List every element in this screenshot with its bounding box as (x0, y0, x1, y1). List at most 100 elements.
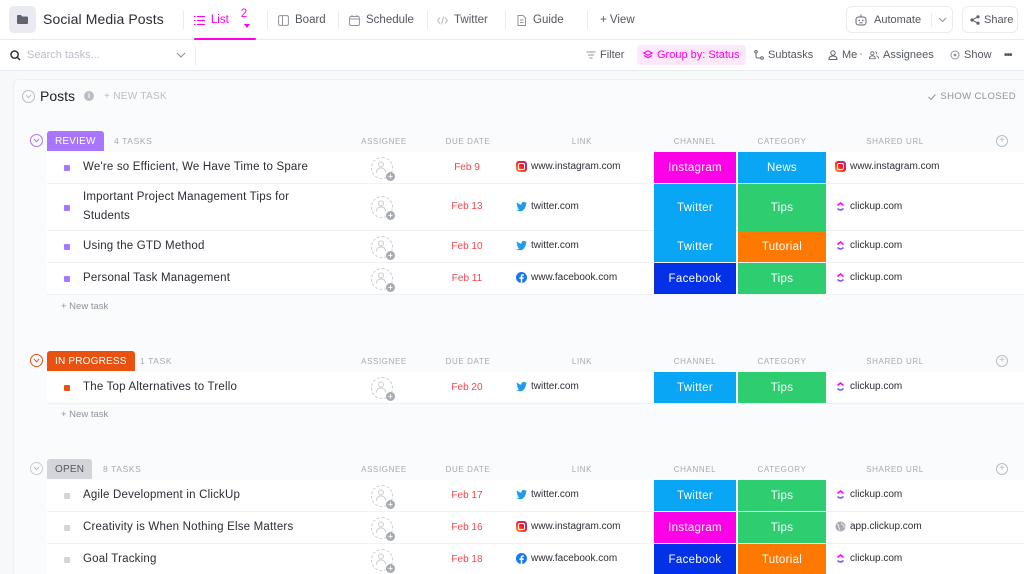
shared-url-cell[interactable]: clickup.com (835, 201, 902, 212)
status-square[interactable] (64, 493, 70, 499)
add-column-button[interactable]: + (996, 135, 1008, 147)
link-cell[interactable]: twitter.com (516, 240, 579, 251)
table-row[interactable]: Agile Development in ClickUp + Feb 17 tw… (47, 480, 1024, 512)
table-row[interactable]: Goal Tracking + Feb 18 www.facebook.com … (47, 544, 1024, 574)
column-header-assignee[interactable]: ASSIGNEE (361, 137, 407, 146)
new-task-button[interactable]: + New task (61, 301, 109, 312)
new-task-button[interactable]: + New task (61, 409, 109, 420)
status-badge[interactable]: IN PROGRESS (47, 351, 135, 371)
add-column-button[interactable]: + (996, 355, 1008, 367)
column-header-shared-url[interactable]: SHARED URL (866, 465, 924, 474)
status-square[interactable] (64, 276, 70, 282)
due-date[interactable]: Feb 13 (451, 201, 483, 212)
channel-cell[interactable]: Facebook (654, 544, 736, 574)
status-square[interactable] (64, 385, 70, 391)
assignee-picker[interactable]: + (371, 268, 395, 292)
column-header-channel[interactable]: CHANNEL (673, 137, 717, 146)
collapse-group-toggle[interactable] (30, 354, 43, 367)
assignee-picker[interactable]: + (371, 157, 395, 181)
category-cell[interactable]: Tutorial (738, 231, 826, 262)
status-square[interactable] (64, 557, 70, 563)
task-name[interactable]: Using the GTD Method (83, 240, 205, 252)
column-header-category[interactable]: CATEGORY (757, 465, 807, 474)
link-cell[interactable]: www.facebook.com (516, 553, 617, 564)
due-date[interactable]: Feb 9 (454, 162, 480, 173)
due-date[interactable]: Feb 20 (451, 382, 483, 393)
column-header-link[interactable]: LINK (571, 357, 593, 366)
link-cell[interactable]: twitter.com (516, 381, 579, 392)
shared-url-cell[interactable]: app.clickup.com (835, 521, 922, 532)
assignee-picker[interactable]: + (371, 236, 395, 260)
assignees-button[interactable]: Assignees (865, 45, 938, 65)
status-square[interactable] (64, 244, 70, 250)
link-cell[interactable]: www.instagram.com (516, 161, 620, 172)
category-cell[interactable]: News (738, 152, 826, 183)
automate-button[interactable]: Automate (846, 6, 953, 33)
due-date[interactable]: Feb 17 (451, 490, 483, 501)
link-cell[interactable]: twitter.com (516, 201, 579, 212)
tab-schedule[interactable]: Schedule (349, 0, 414, 40)
channel-cell[interactable]: Instagram (654, 152, 736, 183)
search-input[interactable] (27, 49, 167, 61)
column-header-link[interactable]: LINK (571, 465, 593, 474)
category-cell[interactable]: Tips (738, 372, 826, 403)
status-square[interactable] (64, 525, 70, 531)
link-cell[interactable]: www.facebook.com (516, 272, 617, 283)
subtasks-button[interactable]: Subtasks (750, 45, 817, 65)
tab-board[interactable]: Board (278, 0, 326, 40)
category-cell[interactable]: Tips (738, 263, 826, 294)
table-row[interactable]: We're so Efficient, We Have Time to Spar… (47, 152, 1024, 184)
me-filter-button[interactable]: Me (824, 45, 861, 65)
task-name[interactable]: Important Project Management Tips for St… (83, 191, 290, 222)
column-header-assignee[interactable]: ASSIGNEE (361, 465, 407, 474)
status-square[interactable] (64, 165, 70, 171)
info-icon[interactable]: i (84, 91, 95, 101)
collapse-list-toggle[interactable] (22, 89, 35, 103)
channel-cell[interactable]: Twitter (654, 184, 736, 231)
shared-url-cell[interactable]: www.instagram.com (835, 161, 939, 172)
task-name[interactable]: The Top Alternatives to Trello (83, 381, 238, 393)
channel-cell[interactable]: Twitter (654, 372, 736, 403)
table-row[interactable]: Important Project Management Tips for St… (47, 184, 1024, 231)
due-date[interactable]: Feb 18 (451, 554, 483, 565)
new-task-button[interactable]: + NEW TASK (104, 90, 167, 102)
due-date[interactable]: Feb 11 (451, 273, 483, 284)
column-header-link[interactable]: LINK (571, 137, 593, 146)
chevron-down-icon[interactable] (938, 17, 947, 23)
table-row[interactable]: Creativity is When Nothing Else Matters … (47, 512, 1024, 544)
group-by-button[interactable]: Group by: Status (637, 45, 746, 65)
column-header-due-date[interactable]: DUE DATE (445, 137, 491, 146)
table-row[interactable]: Personal Task Management + Feb 11 www.fa… (47, 263, 1024, 295)
channel-cell[interactable]: Facebook (654, 263, 736, 294)
status-badge[interactable]: OPEN (47, 459, 93, 479)
status-badge[interactable]: REVIEW (47, 131, 104, 151)
add-column-button[interactable]: + (996, 463, 1008, 475)
shared-url-cell[interactable]: clickup.com (835, 272, 902, 283)
show-button[interactable]: Show (946, 45, 996, 65)
due-date[interactable]: Feb 10 (451, 241, 483, 252)
shared-url-cell[interactable]: clickup.com (835, 240, 902, 251)
column-header-due-date[interactable]: DUE DATE (445, 465, 491, 474)
channel-cell[interactable]: Instagram (654, 512, 736, 543)
category-cell[interactable]: Tips (738, 512, 826, 543)
search-box[interactable] (10, 40, 190, 70)
tab-twitter[interactable]: Twitter (437, 0, 488, 40)
column-header-channel[interactable]: CHANNEL (673, 465, 717, 474)
link-cell[interactable]: twitter.com (516, 489, 579, 500)
column-header-assignee[interactable]: ASSIGNEE (361, 357, 407, 366)
table-row[interactable]: The Top Alternatives to Trello + Feb 20 … (47, 372, 1024, 404)
assignee-picker[interactable]: + (371, 485, 395, 509)
column-header-shared-url[interactable]: SHARED URL (866, 137, 924, 146)
channel-cell[interactable]: Twitter (654, 480, 736, 511)
collapse-group-toggle[interactable] (30, 134, 43, 147)
more-options-button[interactable]: ••• (1000, 45, 1016, 65)
show-closed-button[interactable]: SHOW CLOSED (928, 91, 1016, 102)
link-cell[interactable]: www.instagram.com (516, 521, 620, 532)
tab-list[interactable]: List 2 (194, 0, 256, 40)
task-name[interactable]: We're so Efficient, We Have Time to Spar… (83, 161, 309, 173)
collapse-group-toggle[interactable] (30, 462, 43, 475)
shared-url-cell[interactable]: clickup.com (835, 489, 902, 500)
column-header-shared-url[interactable]: SHARED URL (866, 357, 924, 366)
status-square[interactable] (64, 205, 70, 211)
due-date[interactable]: Feb 16 (451, 522, 483, 533)
